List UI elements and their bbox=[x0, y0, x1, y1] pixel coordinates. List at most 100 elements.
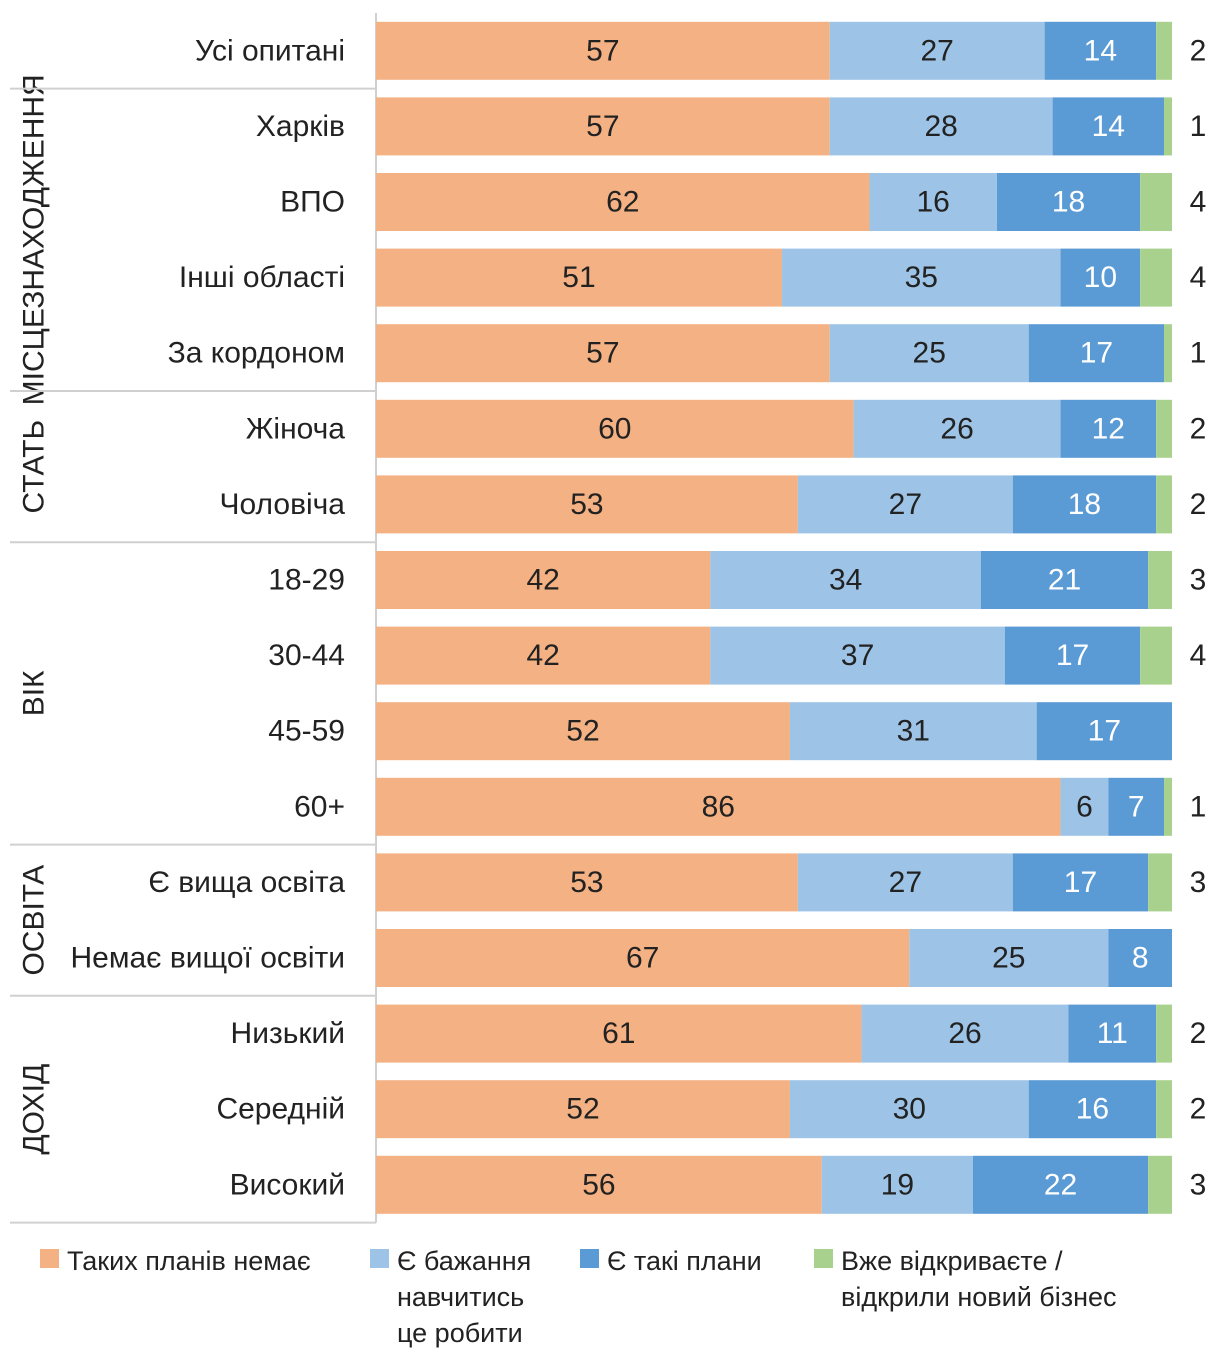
bar-segment-series-2 bbox=[973, 1155, 1149, 1214]
data-label-series-1: 27 bbox=[889, 866, 922, 899]
data-label-series-2: 12 bbox=[1092, 412, 1125, 445]
data-label-series-2: 17 bbox=[1064, 866, 1097, 899]
data-label-series-1: 25 bbox=[992, 942, 1025, 975]
data-label-series-1: 27 bbox=[889, 488, 922, 521]
category-label: Чоловіча bbox=[220, 488, 346, 521]
data-label-series-3: 2 bbox=[1190, 1017, 1207, 1050]
bar-segment-series-2 bbox=[1060, 248, 1141, 307]
bar-segment-series-1 bbox=[1060, 777, 1109, 836]
data-label-series-1: 35 bbox=[905, 261, 938, 294]
bar-segment-series-1 bbox=[861, 1004, 1069, 1063]
data-label-series-0: 52 bbox=[566, 715, 599, 748]
category-label: Жіноча bbox=[246, 412, 346, 445]
bar-segment-series-0 bbox=[376, 173, 870, 231]
bar-segment-series-2 bbox=[1036, 702, 1172, 761]
bar-segment-series-0 bbox=[376, 1004, 862, 1063]
bar-segment-series-2 bbox=[1108, 929, 1172, 987]
data-label-series-1: 6 bbox=[1076, 790, 1093, 823]
category-label: Є вища освіта bbox=[148, 866, 345, 899]
bar-segment-series-0 bbox=[376, 929, 910, 987]
data-label-series-0: 86 bbox=[702, 790, 735, 823]
bar-segment-series-2 bbox=[1068, 1004, 1157, 1063]
data-label-series-3: 2 bbox=[1190, 412, 1207, 445]
legend-item-already-opening: Вже відкриваєте / відкрили новий бізнес bbox=[814, 1243, 1117, 1315]
bar-segment-series-1 bbox=[797, 853, 1013, 912]
data-label-series-0: 60 bbox=[598, 412, 631, 445]
bar-segment-series-1 bbox=[797, 475, 1013, 534]
legend-item-have-plans: Є такі плани bbox=[580, 1243, 762, 1279]
bar-segment-series-1 bbox=[909, 929, 1109, 987]
category-label: Високий bbox=[230, 1168, 345, 1201]
data-label-series-2: 22 bbox=[1044, 1168, 1077, 1201]
category-label: Харків bbox=[256, 110, 345, 143]
data-label-series-1: 26 bbox=[940, 412, 973, 445]
bar-segment-series-3 bbox=[1164, 97, 1172, 156]
data-label-series-1: 26 bbox=[948, 1017, 981, 1050]
data-label-series-2: 18 bbox=[1052, 186, 1085, 219]
data-label-series-2: 11 bbox=[1097, 1017, 1128, 1050]
data-label-series-0: 57 bbox=[586, 110, 619, 143]
group-label-2: СТАТЬ bbox=[18, 420, 51, 514]
data-label-series-1: 31 bbox=[897, 715, 930, 748]
bar-segment-series-3 bbox=[1148, 1155, 1172, 1214]
data-label-series-0: 53 bbox=[570, 488, 603, 521]
data-label-series-0: 67 bbox=[626, 942, 659, 975]
legend-item-want-to-learn: Є бажання навчитись це робити bbox=[370, 1243, 531, 1351]
bar-segment-series-3 bbox=[1148, 551, 1172, 609]
category-label: Інші області bbox=[179, 261, 345, 294]
data-label-series-1: 16 bbox=[917, 186, 950, 219]
group-label-1: МІСЦЕЗНАХОДЖЕННЯ bbox=[18, 74, 51, 405]
bar-segment-series-2 bbox=[1028, 1080, 1157, 1139]
bar-segment-series-0 bbox=[376, 248, 782, 307]
data-label-series-0: 42 bbox=[526, 564, 559, 597]
data-label-series-3: 3 bbox=[1190, 1168, 1207, 1201]
group-label-4: ОСВІТА bbox=[18, 865, 51, 976]
data-label-series-0: 51 bbox=[562, 261, 595, 294]
bar-segment-series-0 bbox=[376, 702, 790, 761]
bar-segment-series-3 bbox=[1156, 1080, 1172, 1139]
bar-segment-series-1 bbox=[821, 1155, 973, 1214]
data-label-series-0: 56 bbox=[582, 1168, 615, 1201]
category-label: 60+ bbox=[294, 790, 345, 823]
data-label-series-1: 37 bbox=[841, 639, 874, 672]
bar-segment-series-1 bbox=[829, 97, 1053, 156]
bar-segment-series-0 bbox=[376, 777, 1061, 836]
data-label-series-2: 7 bbox=[1128, 790, 1145, 823]
bar-segment-series-0 bbox=[376, 1155, 822, 1214]
legend-swatch-have-plans bbox=[580, 1249, 599, 1268]
bar-segment-series-2 bbox=[1028, 324, 1165, 383]
data-label-series-3: 3 bbox=[1190, 866, 1207, 899]
data-label-series-0: 62 bbox=[606, 186, 639, 219]
data-label-series-2: 10 bbox=[1084, 261, 1117, 294]
bar-segment-series-0 bbox=[376, 1080, 790, 1139]
bar-segment-series-2 bbox=[1108, 777, 1165, 836]
group-label-3: ВІК bbox=[18, 670, 51, 716]
bar-segment-series-1 bbox=[789, 702, 1037, 761]
legend-label-want-to-learn: Є бажання навчитись це робити bbox=[397, 1246, 532, 1348]
data-label-series-3: 4 bbox=[1190, 186, 1207, 219]
data-label-series-3: 1 bbox=[1190, 110, 1207, 143]
bar-segment-series-0 bbox=[376, 21, 830, 80]
group-label-5: ДОХІД bbox=[18, 1064, 51, 1155]
bar-segment-series-0 bbox=[376, 551, 711, 609]
bar-segment-series-2 bbox=[1044, 21, 1157, 80]
legend-swatch-no-plans bbox=[40, 1249, 59, 1268]
data-label-series-2: 8 bbox=[1132, 942, 1149, 975]
data-label-series-0: 52 bbox=[566, 1093, 599, 1126]
bar-segment-series-1 bbox=[853, 399, 1061, 458]
bar-segment-series-0 bbox=[376, 399, 854, 458]
category-label: 30-44 bbox=[268, 639, 345, 672]
bar-segment-series-1 bbox=[710, 551, 981, 609]
bar-segment-series-0 bbox=[376, 853, 798, 912]
bar-segment-series-3 bbox=[1140, 173, 1172, 231]
bar-segment-series-3 bbox=[1156, 21, 1172, 80]
data-label-series-2: 14 bbox=[1084, 34, 1117, 67]
data-label-series-2: 17 bbox=[1056, 639, 1089, 672]
legend-label-no-plans: Таких планів немає bbox=[67, 1246, 311, 1276]
bar-segment-series-2 bbox=[1012, 853, 1149, 912]
data-label-series-2: 18 bbox=[1068, 488, 1101, 521]
bar-segment-series-2 bbox=[1004, 626, 1141, 685]
bar-segment-series-1 bbox=[869, 173, 997, 231]
bar-segment-series-2 bbox=[980, 551, 1149, 609]
bar-segment-series-1 bbox=[789, 1080, 1029, 1139]
